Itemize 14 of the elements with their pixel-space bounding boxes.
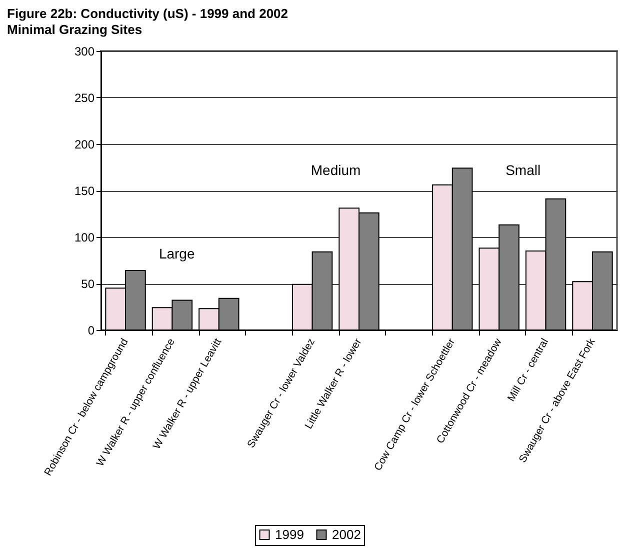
y-tick-label: 250 xyxy=(74,91,95,105)
annotation: Small xyxy=(506,162,541,178)
y-tick-label: 150 xyxy=(74,184,95,198)
y-tick-label: 200 xyxy=(74,138,95,152)
annotation: Medium xyxy=(310,162,361,178)
legend-label: 2002 xyxy=(332,526,361,542)
y-tick-label: 50 xyxy=(81,277,95,291)
chart-subtitle: Minimal Grazing Sites xyxy=(7,22,142,37)
chart-title: Figure 22b: Conductivity (uS) - 1999 and 2002 xyxy=(7,6,288,21)
y-tick-label: 100 xyxy=(74,230,95,244)
annotation: Large xyxy=(158,246,195,262)
y-tick-label: 0 xyxy=(88,324,95,338)
y-tick-label: 300 xyxy=(74,44,95,58)
legend-label: 1999 xyxy=(275,526,304,542)
